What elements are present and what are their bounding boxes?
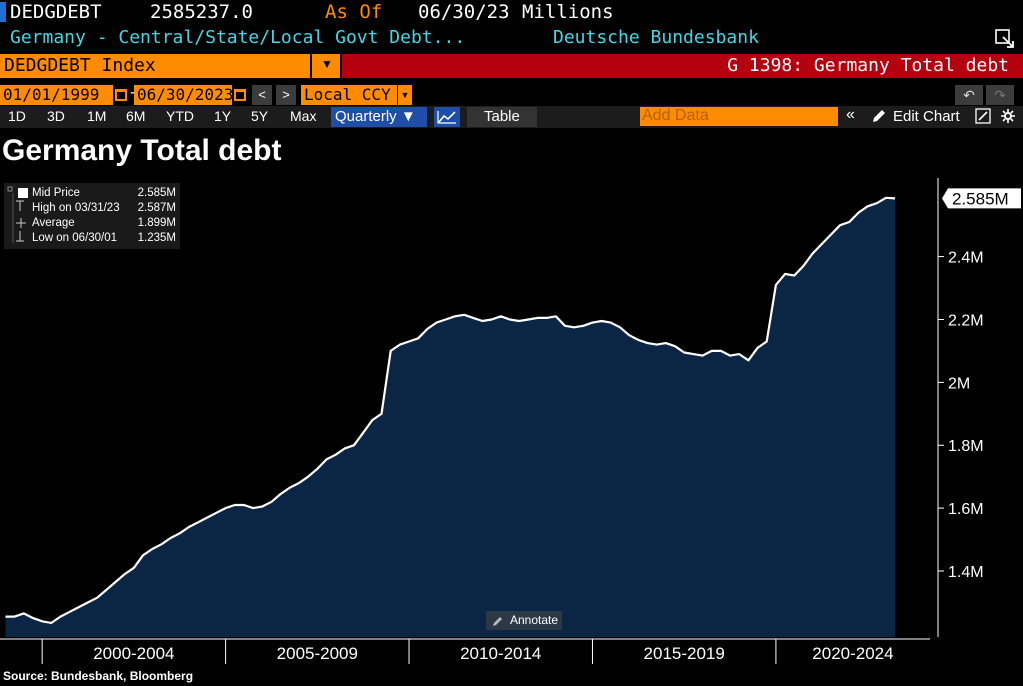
currency-field[interactable]: Local CCY: [301, 85, 397, 105]
y-tick-label: 1.6M: [948, 501, 984, 518]
y-tick-label: 1.4M: [948, 564, 984, 581]
x-tick-label: 2005-2009: [277, 644, 358, 663]
calendar-icon[interactable]: [234, 85, 246, 105]
frequency-dropdown[interactable]: Quarterly ▼: [331, 107, 427, 127]
undo-icon[interactable]: ↶: [955, 85, 983, 105]
chart-legend: Mid Price 2.585M High on 03/31/23 2.587M…: [4, 183, 180, 249]
security-field-text: DEDGDEBT Index: [4, 55, 156, 76]
y-tick-label: 1.8M: [948, 438, 984, 455]
frequency-text: Quarterly ▼: [335, 108, 416, 125]
legend-value-mid: 2.585M: [137, 187, 176, 199]
period-1d[interactable]: 1D: [8, 108, 26, 124]
period-ytd[interactable]: YTD: [166, 108, 194, 124]
last-value-tag: 2.585M: [942, 188, 1021, 209]
legend-value-low: 1.235M: [137, 232, 176, 244]
y-tick-label: 2M: [948, 375, 970, 392]
legend-label-mid: Mid Price: [32, 187, 80, 199]
start-date-field[interactable]: 01/01/1999: [0, 85, 113, 105]
popout-icon[interactable]: [995, 27, 1015, 49]
pencil-icon[interactable]: [871, 108, 887, 124]
dropdown-icon: ▼: [321, 57, 333, 71]
period-1m[interactable]: 1M: [87, 108, 107, 124]
period-6m[interactable]: 6M: [126, 108, 146, 124]
x-tick-label: 2000-2004: [93, 644, 174, 663]
ticker-marker: [0, 2, 6, 22]
annotate-pencil-icon: [493, 617, 502, 626]
period-3d[interactable]: 3D: [47, 108, 65, 124]
units-label: Millions: [522, 1, 614, 23]
date-separator: -: [130, 84, 136, 101]
ticker: DEDGDEBT: [10, 1, 102, 23]
period-max[interactable]: Max: [290, 108, 317, 124]
chart-title: Germany Total debt: [2, 134, 282, 167]
series-area: [5, 197, 896, 638]
currency-text: Local CCY: [304, 85, 391, 104]
currency-dropdown-icon[interactable]: ▼: [398, 85, 412, 105]
function-title: G 1398: Germany Total debt: [727, 55, 1009, 76]
security-field[interactable]: DEDGDEBT Index: [0, 54, 310, 78]
end-date-field[interactable]: 06/30/2023: [134, 85, 234, 105]
header-row: DEDGDEBT 2585237.0 As Of 06/30/23 Millio…: [0, 0, 1023, 26]
x-tick-label: 2020-2024: [812, 644, 893, 663]
legend-label-low: Low on 06/30/01: [32, 232, 118, 244]
calendar-icon[interactable]: [115, 85, 127, 105]
gear-icon[interactable]: [1000, 108, 1016, 124]
annotate-button[interactable]: Annotate: [486, 611, 562, 630]
x-tick-label: 2010-2014: [460, 644, 541, 663]
add-data-input[interactable]: Add Data: [640, 107, 838, 126]
as-of-date: 06/30/23: [418, 1, 510, 23]
legend-label-average: Average: [32, 217, 75, 229]
footer-source: Source: Bundesbank, Bloomberg: [3, 669, 194, 683]
legend-label-high: High on 03/31/23: [32, 202, 120, 214]
series-line: [5, 196, 896, 624]
add-data-placeholder: Add Data: [642, 107, 709, 124]
data-source: Deutsche Bundesbank: [553, 27, 759, 48]
legend-markers: [7, 186, 28, 243]
annotate-label: Annotate: [510, 613, 559, 627]
start-date-text: 01/01/1999: [3, 85, 100, 104]
legend-value-average: 1.899M: [137, 217, 176, 229]
table-button-label: Table: [484, 108, 520, 125]
last-value-label: 2.585M: [952, 189, 1009, 208]
chart-settings-icon[interactable]: [975, 108, 991, 124]
end-date-text: 06/30/2023: [137, 85, 234, 104]
x-tick-label: 2015-2019: [644, 644, 725, 663]
table-button[interactable]: Table: [467, 107, 537, 127]
function-title-bar: G 1398: Germany Total debt: [342, 54, 1023, 78]
edit-chart-button[interactable]: Edit Chart: [893, 108, 960, 125]
security-description: Germany - Central/State/Local Govt Debt.…: [10, 27, 466, 48]
as-of-label: As Of: [325, 1, 383, 23]
y-tick-label: 2.2M: [948, 312, 984, 329]
redo-icon[interactable]: ↷: [986, 85, 1014, 105]
period-5y[interactable]: 5Y: [251, 108, 269, 124]
security-dropdown-button[interactable]: ▼: [312, 54, 340, 78]
next-period-button[interactable]: >: [276, 85, 296, 105]
period-1y[interactable]: 1Y: [214, 108, 232, 124]
previous-period-button[interactable]: <: [252, 85, 272, 105]
collapse-chevrons-icon[interactable]: «: [846, 106, 855, 123]
line-chart-icon[interactable]: [434, 107, 460, 127]
last-price: 2585237.0: [150, 1, 253, 23]
y-tick-label: 2.4M: [948, 250, 984, 267]
legend-value-high: 2.587M: [137, 202, 176, 214]
